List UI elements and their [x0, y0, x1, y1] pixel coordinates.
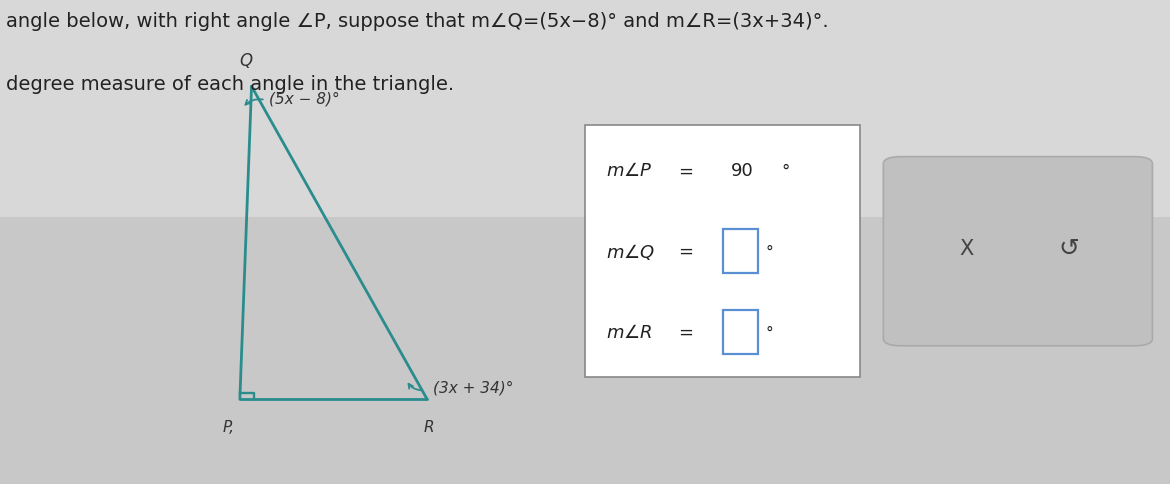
Text: m$\angle$P: m$\angle$P [606, 162, 653, 180]
Text: X: X [959, 238, 973, 258]
Text: (3x + 34)°: (3x + 34)° [433, 380, 514, 394]
Text: °: ° [765, 244, 773, 259]
Text: m$\angle$R: m$\angle$R [606, 323, 653, 341]
Text: 90: 90 [731, 162, 753, 180]
Text: =: = [679, 242, 694, 261]
Text: P,: P, [222, 419, 234, 434]
Text: ↺: ↺ [1059, 236, 1080, 260]
Text: (5x − 8)°: (5x − 8)° [269, 92, 339, 106]
Text: degree measure of each angle in the triangle.: degree measure of each angle in the tria… [6, 75, 454, 94]
Text: =: = [679, 162, 694, 180]
Text: R: R [424, 419, 435, 434]
Bar [723, 230, 758, 273]
Bar [723, 310, 758, 354]
Text: °: ° [765, 325, 773, 340]
Text: angle below, with right angle ∠P, suppose that m∠Q=(5x−8)° and m∠R=(3x+34)°.: angle below, with right angle ∠P, suppos… [6, 12, 828, 31]
Text: =: = [679, 323, 694, 341]
Text: m$\angle$Q: m$\angle$Q [606, 242, 655, 262]
Bar [0, 0, 1170, 218]
Text: °: ° [782, 162, 790, 180]
Text: Q: Q [239, 52, 253, 70]
Bar [585, 126, 860, 378]
FancyBboxPatch shape [883, 157, 1152, 346]
